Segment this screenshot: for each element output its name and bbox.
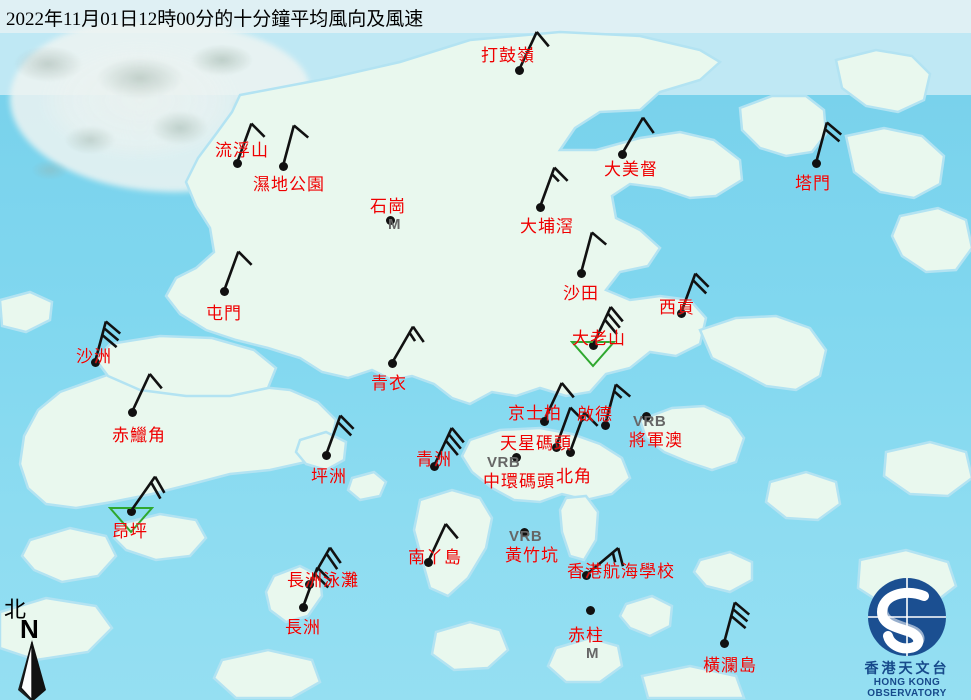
- wind-barb-icon: [538, 166, 569, 208]
- station-label: 大老山: [572, 329, 626, 348]
- station-label: 香港航海學校: [567, 562, 675, 581]
- wind-barb-icon: [722, 601, 751, 644]
- calm-wind-triangle-icon: [108, 507, 154, 534]
- wind-barb-icon: [568, 411, 599, 453]
- station-label: 大埔滘: [520, 217, 574, 236]
- station-label: 青洲: [416, 450, 452, 469]
- hko-logo: 香港天文台 HONG KONG OBSERVATORY: [846, 576, 968, 699]
- wind-barb-icon: [585, 547, 625, 576]
- station-label: 天星碼頭: [500, 434, 572, 453]
- station-label: 石崗: [370, 197, 406, 216]
- station-label: 長洲: [285, 618, 321, 637]
- station-label: 赤鱲角: [112, 426, 166, 445]
- compass-north-english: N: [20, 614, 39, 644]
- wind-barb-icon: [301, 566, 332, 608]
- wind-barb-icon: [129, 475, 166, 512]
- wind-barb-icon: [591, 306, 624, 346]
- station-label: 坪洲: [311, 467, 347, 486]
- wind-barb-icon: [620, 116, 655, 155]
- compass-rose: 北 N: [4, 592, 64, 700]
- wind-barb-icon: [324, 414, 355, 456]
- wind-barb-icon: [130, 373, 163, 413]
- station-label: 昂坪: [112, 522, 148, 541]
- wind-barb-icon: [432, 427, 465, 467]
- variable-wind-marker: VRB: [487, 454, 521, 471]
- wind-barb-icon: [603, 383, 632, 426]
- hko-logo-chinese: 香港天文台: [864, 662, 950, 677]
- station-label: 西貢: [659, 298, 695, 317]
- page-title: 2022年11月01日12時00分的十分鐘平均風向及風速: [6, 9, 424, 30]
- station-label: 南丫島: [408, 548, 462, 567]
- wind-barb-icon: [93, 320, 122, 363]
- station-marker[interactable]: [519, 527, 529, 537]
- station-label: 塔門: [795, 174, 831, 193]
- missing-data-marker: M: [388, 216, 401, 233]
- wind-barb-icon: [679, 272, 710, 314]
- wind-barb-icon: [281, 124, 310, 167]
- station-label: 沙田: [563, 284, 599, 303]
- station-label: 流浮山: [215, 141, 269, 160]
- missing-data-marker: M: [586, 645, 599, 662]
- station-label: 沙洲: [76, 347, 112, 366]
- station-marker[interactable]: [385, 215, 395, 225]
- station-label: 青衣: [371, 374, 407, 393]
- hko-logo-english: HONG KONG OBSERVATORY: [867, 677, 947, 699]
- station-marker[interactable]: [641, 411, 651, 421]
- variable-wind-marker: VRB: [633, 413, 667, 430]
- compass-north-chinese: 北: [4, 597, 27, 622]
- wind-barb-icon: [426, 523, 459, 563]
- station-label: 將軍澳: [629, 431, 683, 450]
- wind-barb-icon: [390, 325, 425, 364]
- station-label: 大美督: [604, 160, 658, 179]
- wind-barb-icon: [814, 121, 843, 164]
- variable-wind-marker: VRB: [509, 528, 543, 545]
- wind-barb-icon: [579, 231, 608, 274]
- station-label: 打鼓嶺: [481, 46, 535, 65]
- station-label: 赤柱: [568, 626, 604, 645]
- station-label: 長洲泳灘: [287, 571, 359, 590]
- station-marker[interactable]: [585, 605, 595, 615]
- station-label: 北角: [556, 467, 592, 486]
- wind-barb-icon: [222, 250, 253, 292]
- station-label: 黃竹坑: [505, 546, 559, 565]
- station-label: 啟德: [577, 405, 613, 424]
- wind-barb-icon: [517, 31, 550, 71]
- station-label: 濕地公園: [253, 175, 325, 194]
- hko-emblem-icon: [868, 578, 946, 656]
- station-label: 中環碼頭: [483, 472, 555, 491]
- station-label: 橫瀾島: [703, 656, 757, 675]
- wind-barb-icon: [542, 382, 575, 422]
- station-label: 屯門: [206, 304, 242, 323]
- station-marker[interactable]: [511, 452, 521, 462]
- station-label: 京士柏: [508, 404, 562, 423]
- compass-needle-icon: [18, 640, 46, 700]
- wind-barb-icon: [235, 122, 266, 164]
